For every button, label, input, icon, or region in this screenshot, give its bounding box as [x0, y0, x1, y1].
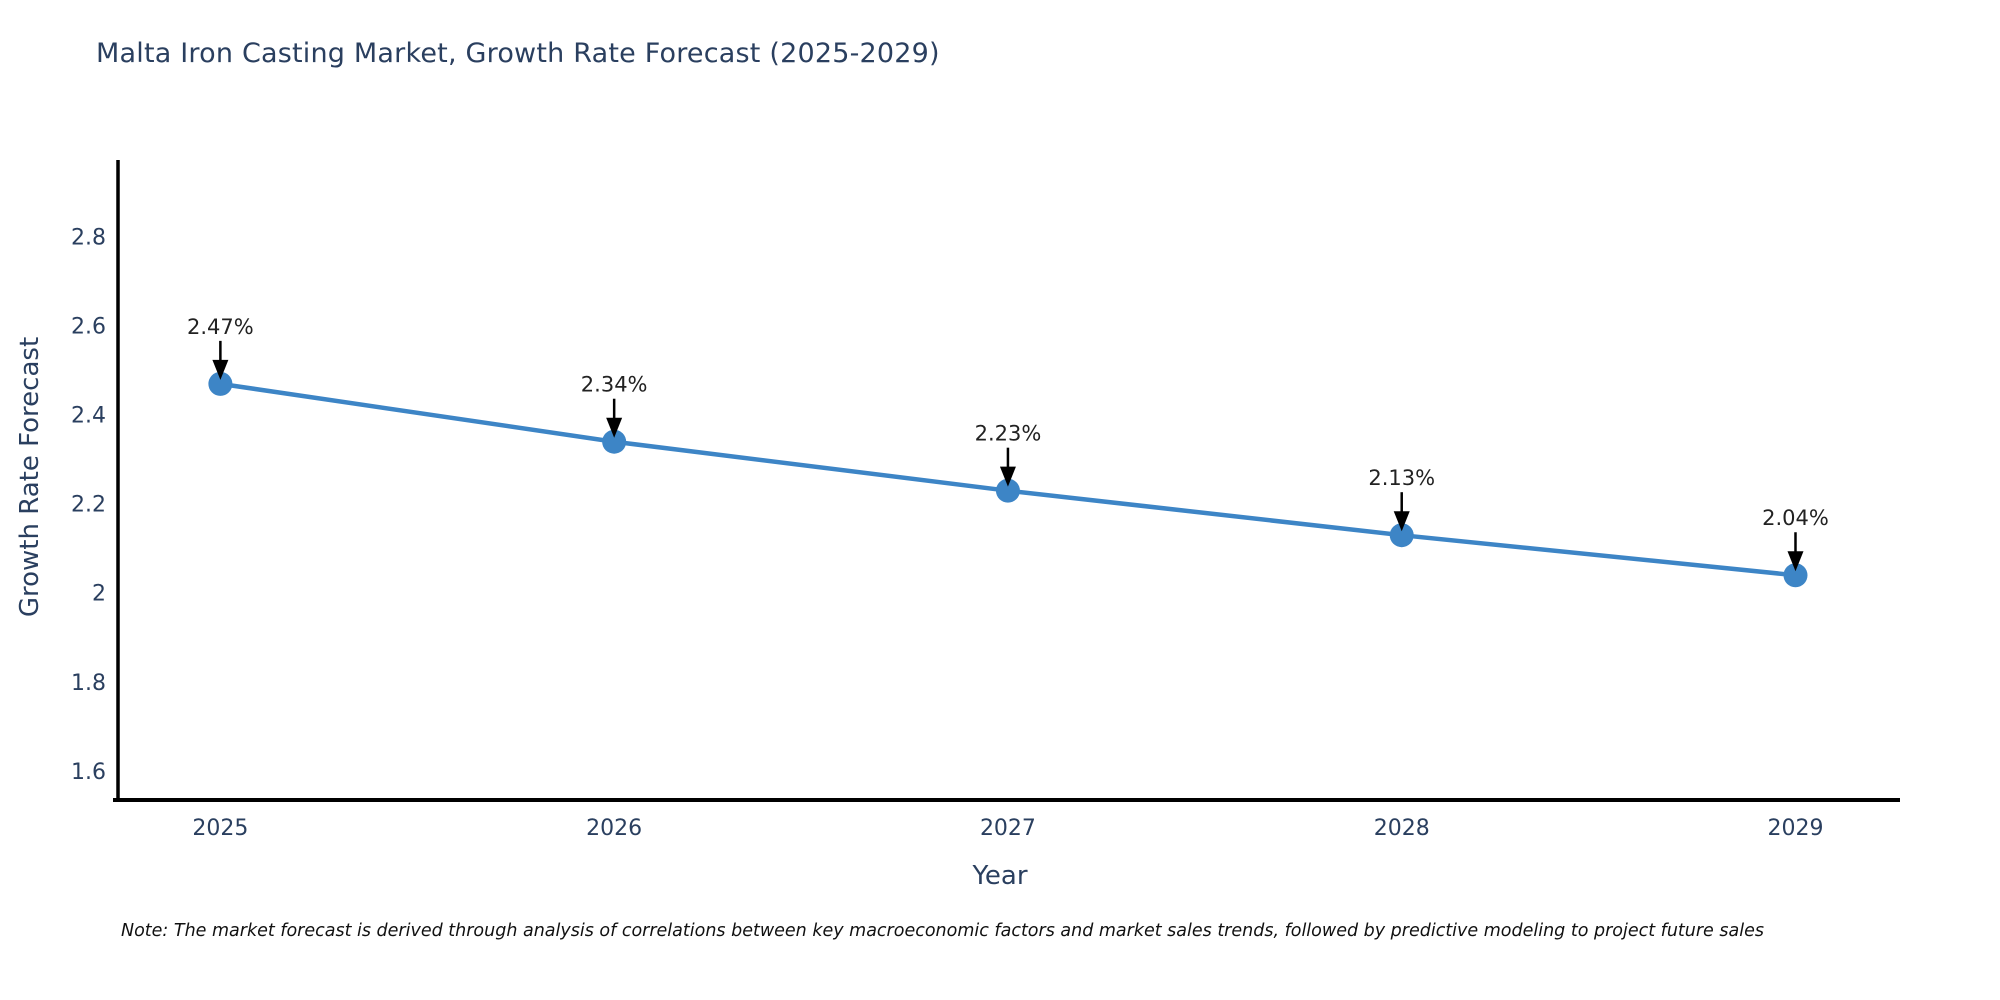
y-tick-label: 1.8 [71, 671, 106, 696]
annotation-arrow-head [606, 417, 623, 438]
x-axis-title: Year [972, 861, 1028, 891]
annotation-label: 2.04% [1762, 506, 1829, 530]
data-point-marker [208, 371, 233, 396]
x-tick-label: 2026 [586, 816, 642, 841]
data-point-marker [995, 478, 1020, 503]
x-tick-label: 2028 [1374, 816, 1430, 841]
footnote: Note: The market forecast is derived thr… [121, 921, 1764, 941]
chart-title: Malta Iron Casting Market, Growth Rate F… [96, 38, 940, 69]
annotation-arrow-head [999, 466, 1016, 487]
x-tick-label: 2029 [1767, 816, 1823, 841]
annotation-arrow-head [1787, 551, 1804, 572]
data-point-marker [602, 429, 627, 454]
annotation-label: 2.34% [581, 373, 648, 397]
annotation-arrow-head [1393, 511, 1410, 532]
x-tick-label: 2027 [980, 816, 1036, 841]
y-tick-label: 2 [92, 582, 106, 607]
y-axis-title: Growth Rate Forecast [15, 336, 45, 618]
y-tick-label: 2.2 [71, 493, 106, 518]
x-tick-label: 2025 [192, 816, 248, 841]
annotation-label: 2.13% [1368, 466, 1435, 490]
y-tick-label: 2.4 [71, 404, 106, 429]
data-point-marker [1389, 523, 1414, 548]
annotation-arrow-head [212, 359, 229, 380]
y-tick-label: 2.6 [71, 315, 106, 340]
y-tick-label: 1.6 [71, 760, 106, 785]
data-point-marker [1783, 563, 1808, 588]
annotation-label: 2.47% [187, 315, 254, 339]
annotation-label: 2.23% [975, 422, 1042, 446]
y-tick-label: 2.8 [71, 226, 106, 251]
